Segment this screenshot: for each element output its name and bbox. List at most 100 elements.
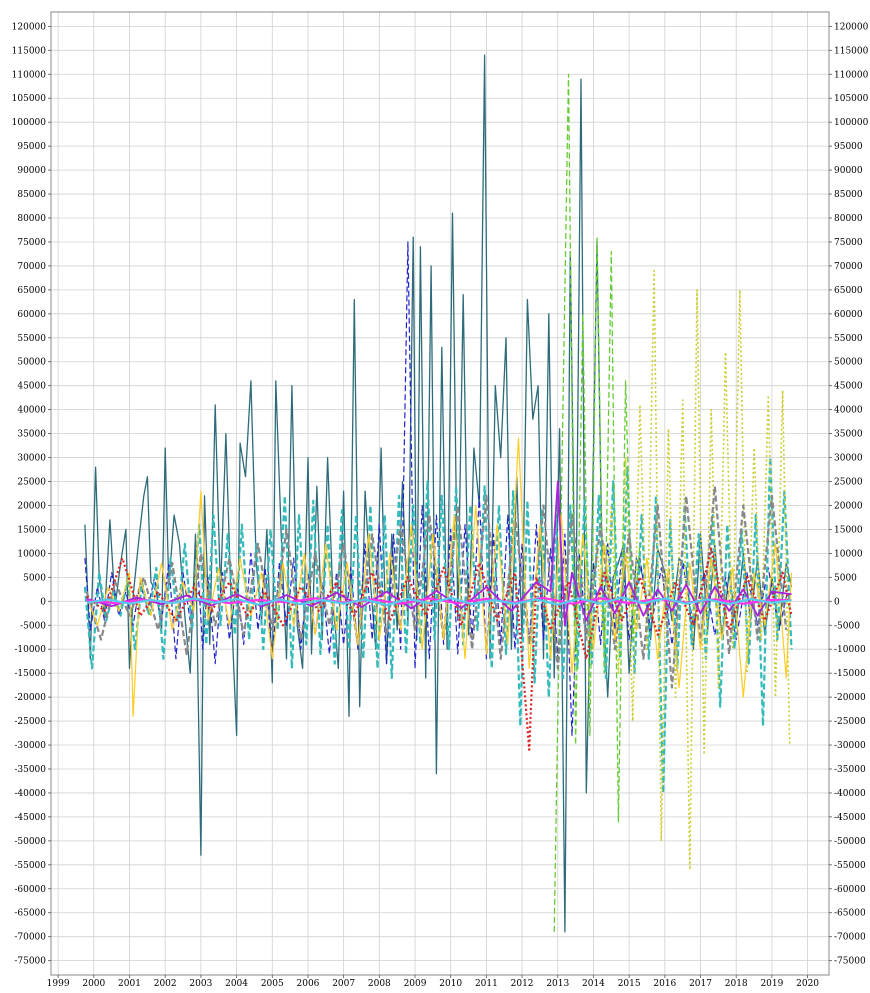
y-tick-label-left: -25000 xyxy=(14,717,46,727)
y-tick-label-right: 50000 xyxy=(834,358,863,368)
y-tick-label-left: -50000 xyxy=(14,837,46,847)
series-line-8 xyxy=(86,547,793,751)
y-tick-label-left: 85000 xyxy=(17,190,46,200)
y-tick-label-left: -35000 xyxy=(14,765,46,775)
y-tick-label-left: 25000 xyxy=(17,478,46,488)
y-tick-label-left: 105000 xyxy=(12,94,47,104)
series-line-5 xyxy=(553,73,641,932)
y-tick-label-left: -15000 xyxy=(14,669,46,679)
y-tick-label-right: -45000 xyxy=(834,813,866,823)
x-tick-label: 2018 xyxy=(725,979,748,989)
y-tick-label-right: 120000 xyxy=(834,22,869,32)
x-tick-label: 2014 xyxy=(582,979,605,989)
y-tick-label-right: 5000 xyxy=(834,573,857,583)
y-tick-label-left: 55000 xyxy=(17,334,46,344)
y-tick-label-left: 110000 xyxy=(12,70,47,80)
y-tick-label-left: 80000 xyxy=(17,214,46,224)
series-line-7 xyxy=(86,437,793,717)
y-tick-label-right: 55000 xyxy=(834,334,863,344)
x-tick-label: 2009 xyxy=(404,979,427,989)
y-tick-label-right: -30000 xyxy=(834,741,866,751)
y-tick-label-right: 75000 xyxy=(834,238,863,248)
y-tick-label-left: 35000 xyxy=(17,430,46,440)
y-tick-label-right: 15000 xyxy=(834,525,863,535)
y-tick-label-right: -70000 xyxy=(834,933,866,943)
y-tick-label-left: -70000 xyxy=(14,933,46,943)
series-line-3 xyxy=(83,456,793,795)
y-tick-label-right: 45000 xyxy=(834,382,863,392)
y-tick-label-right: 105000 xyxy=(834,94,869,104)
y-tick-label-left: -60000 xyxy=(14,885,46,895)
x-tick-label: 1999 xyxy=(47,979,70,989)
y-tick-label-right: 10000 xyxy=(834,549,863,559)
x-tick-label: 2003 xyxy=(189,979,212,989)
y-tick-label-right: 20000 xyxy=(834,501,863,511)
y-tick-label-left: -45000 xyxy=(14,813,46,823)
y-tick-label-right: 40000 xyxy=(834,406,863,416)
x-tick-label: 2019 xyxy=(760,979,783,989)
x-tick-label: 2010 xyxy=(439,979,462,989)
y-tick-label-right: -25000 xyxy=(834,717,866,727)
x-tick-label: 2001 xyxy=(118,979,141,989)
x-tick-label: 2004 xyxy=(225,979,248,989)
x-tick-label: 2017 xyxy=(689,979,712,989)
series-line-4 xyxy=(582,269,791,871)
x-tick-label: 2007 xyxy=(332,979,355,989)
y-tick-label-right: -40000 xyxy=(834,789,866,799)
y-tick-label-right: 90000 xyxy=(834,166,863,176)
y-tick-label-right: 80000 xyxy=(834,214,863,224)
y-tick-label-left: -20000 xyxy=(14,693,46,703)
y-tick-label-right: 115000 xyxy=(834,46,869,56)
x-tick-label: 2012 xyxy=(511,979,534,989)
plot-frame xyxy=(50,11,830,976)
y-tick-label-left: 115000 xyxy=(12,46,47,56)
y-tick-label-left: -55000 xyxy=(14,861,46,871)
y-tick-label-left: -75000 xyxy=(14,957,46,967)
y-tick-label-left: 20000 xyxy=(17,501,46,511)
y-tick-label-right: -75000 xyxy=(834,957,866,967)
y-tick-label-left: 0 xyxy=(40,597,46,607)
y-tick-label-left: 100000 xyxy=(12,118,47,128)
y-tick-label-left: 90000 xyxy=(17,166,46,176)
y-tick-label-left: -65000 xyxy=(14,909,46,919)
y-tick-label-left: 10000 xyxy=(17,549,46,559)
y-tick-label-right: 25000 xyxy=(834,478,863,488)
series-line-11 xyxy=(86,596,792,607)
series-line-2 xyxy=(84,241,791,737)
x-tick-label: 2013 xyxy=(546,979,569,989)
y-tick-label-right: -60000 xyxy=(834,885,866,895)
y-tick-label-left: 5000 xyxy=(23,573,46,583)
y-tick-label-left: 120000 xyxy=(12,22,47,32)
x-tick-label: 2015 xyxy=(618,979,641,989)
y-tick-label-left: 30000 xyxy=(17,454,46,464)
x-tick-label: 2000 xyxy=(82,979,105,989)
y-tick-label-left: 45000 xyxy=(17,382,46,392)
y-tick-label-left: 95000 xyxy=(17,142,46,152)
y-tick-label-right: -65000 xyxy=(834,909,866,919)
y-tick-label-left: 40000 xyxy=(17,406,46,416)
y-tick-label-right: 35000 xyxy=(834,430,863,440)
y-tick-label-right: -55000 xyxy=(834,861,866,871)
y-tick-label-right: -15000 xyxy=(834,669,866,679)
y-tick-label-right: 100000 xyxy=(834,118,869,128)
y-tick-label-right: 65000 xyxy=(834,286,863,296)
y-tick-label-right: 60000 xyxy=(834,310,863,320)
x-tick-label: 2006 xyxy=(297,979,320,989)
x-tick-label: 2002 xyxy=(154,979,177,989)
y-tick-label-right: 30000 xyxy=(834,454,863,464)
y-tick-label-right: 0 xyxy=(834,597,840,607)
x-tick-label: 2011 xyxy=(475,979,498,989)
y-tick-label-left: -5000 xyxy=(20,621,46,631)
x-tick-label: 2016 xyxy=(653,979,676,989)
y-tick-label-right: -50000 xyxy=(834,837,866,847)
y-tick-label-right: -10000 xyxy=(834,645,866,655)
y-tick-label-left: -30000 xyxy=(14,741,46,751)
x-tick-label: 2020 xyxy=(796,979,819,989)
y-tick-label-left: -10000 xyxy=(14,645,46,655)
y-tick-label-left: -40000 xyxy=(14,789,46,799)
y-tick-label-right: -5000 xyxy=(834,621,860,631)
y-tick-label-left: 15000 xyxy=(17,525,46,535)
